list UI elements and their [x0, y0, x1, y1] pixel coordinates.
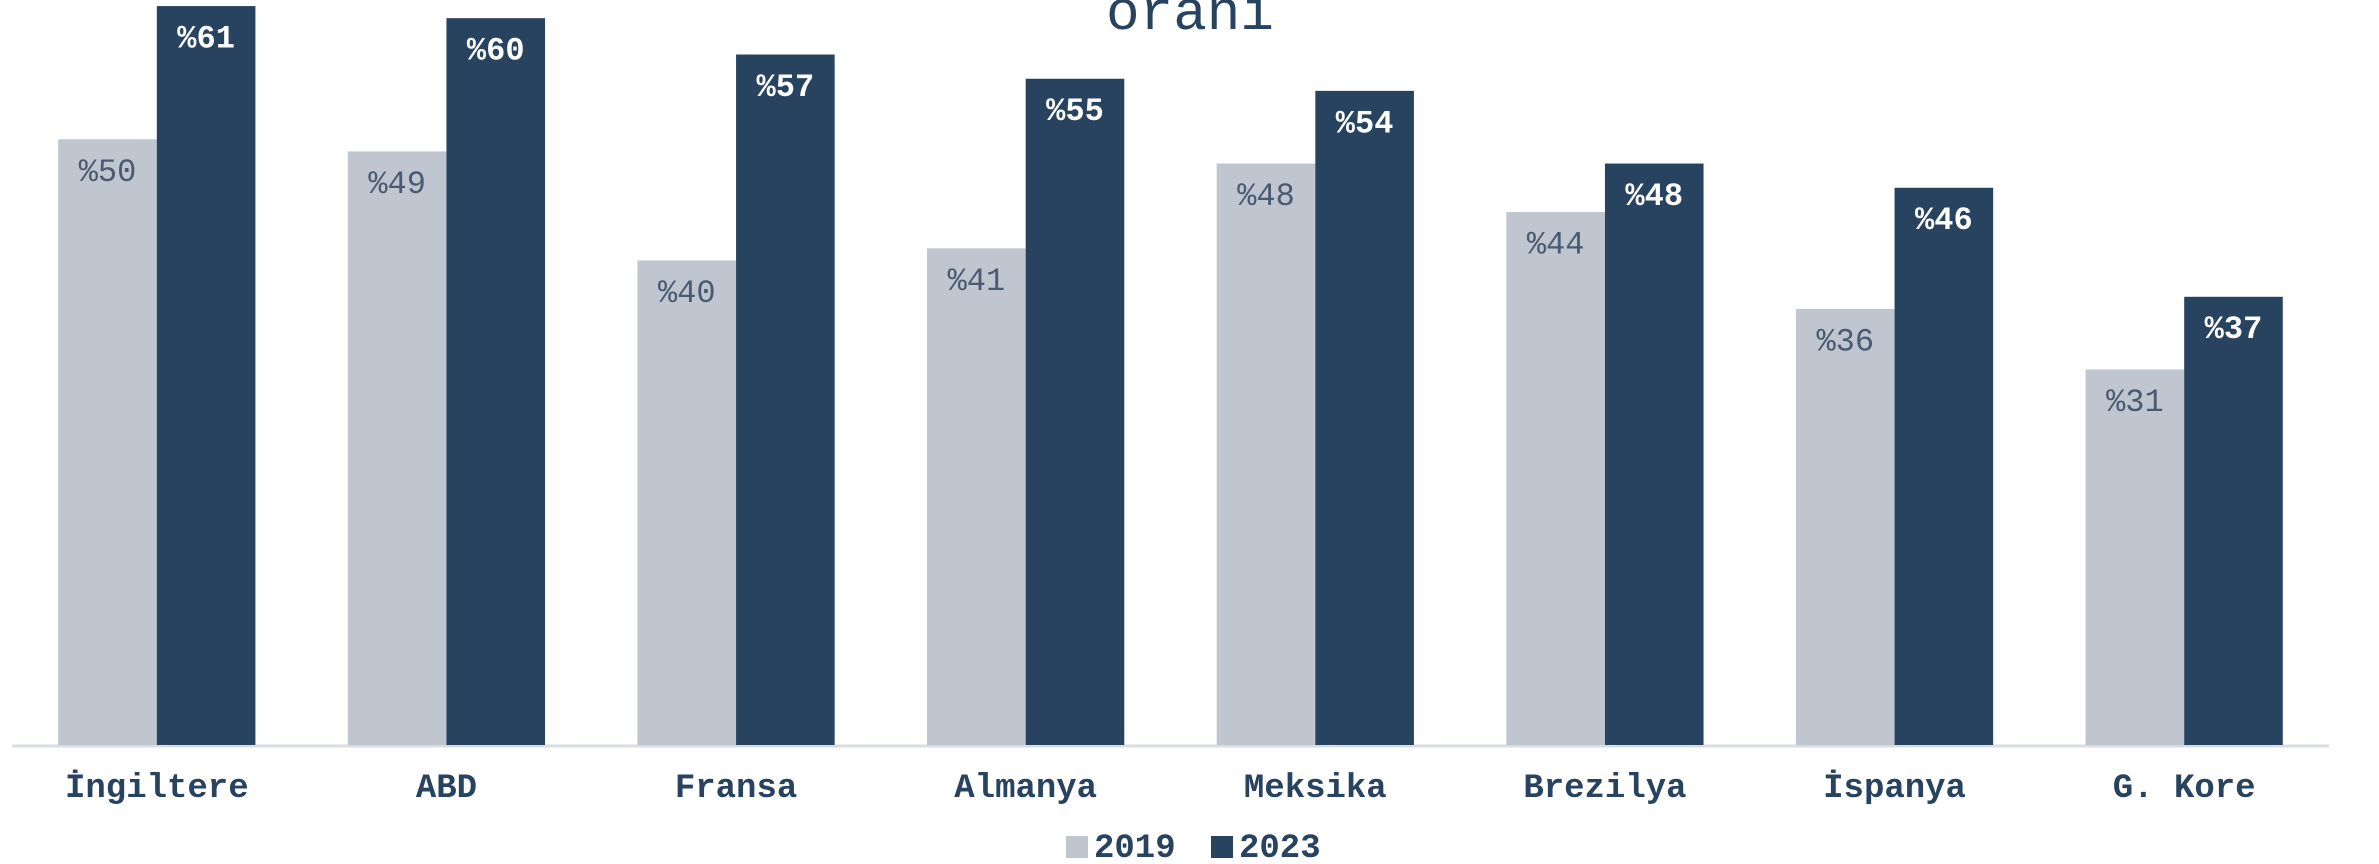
data-label: %36 [1816, 323, 1874, 360]
data-label: %49 [368, 166, 426, 203]
bar [1795, 308, 1895, 745]
x-tick-label: İspanya [1823, 770, 1966, 808]
legend-swatch [1066, 836, 1088, 858]
data-label: %60 [467, 33, 525, 70]
data-label: %57 [757, 69, 815, 106]
bar [446, 18, 546, 746]
bar [2085, 369, 2185, 745]
bar [156, 6, 256, 746]
data-label: %48 [1625, 178, 1683, 215]
x-tick-label: Meksika [1244, 770, 1387, 808]
x-tick-label: İngiltere [65, 770, 249, 808]
x-tick-label: Almanya [954, 770, 1097, 808]
x-tick-label: Fransa [675, 770, 797, 808]
data-label: %55 [1046, 93, 1104, 130]
bar [637, 260, 737, 745]
data-label: %46 [1915, 202, 1973, 239]
data-label: %48 [1237, 178, 1295, 215]
data-label: %61 [177, 21, 235, 58]
bar [347, 151, 447, 746]
chart-title: oranı [1106, 0, 1274, 46]
bar [1506, 211, 1605, 745]
bar [1216, 163, 1316, 745]
bar [1894, 187, 1994, 745]
data-label: %44 [1527, 226, 1585, 263]
legend-label: 2019 [1094, 830, 1176, 864]
legend-label: 2023 [1239, 830, 1321, 864]
x-tick-label: ABD [416, 770, 477, 808]
data-label: %50 [79, 154, 137, 191]
bar [2184, 296, 2283, 745]
data-label: %54 [1336, 105, 1394, 142]
bar [58, 139, 157, 745]
data-label: %40 [658, 275, 716, 312]
data-label: %41 [948, 263, 1006, 300]
legend-swatch [1211, 836, 1233, 858]
data-label: %31 [2106, 384, 2164, 421]
bar [736, 54, 835, 745]
bar [1604, 163, 1704, 745]
x-tick-label: Brezilya [1523, 770, 1686, 808]
x-tick-label: G. Kore [2113, 770, 2256, 808]
data-label: %37 [2205, 311, 2263, 348]
bar [927, 248, 1026, 746]
bar [1025, 78, 1125, 745]
bar [1315, 90, 1414, 746]
